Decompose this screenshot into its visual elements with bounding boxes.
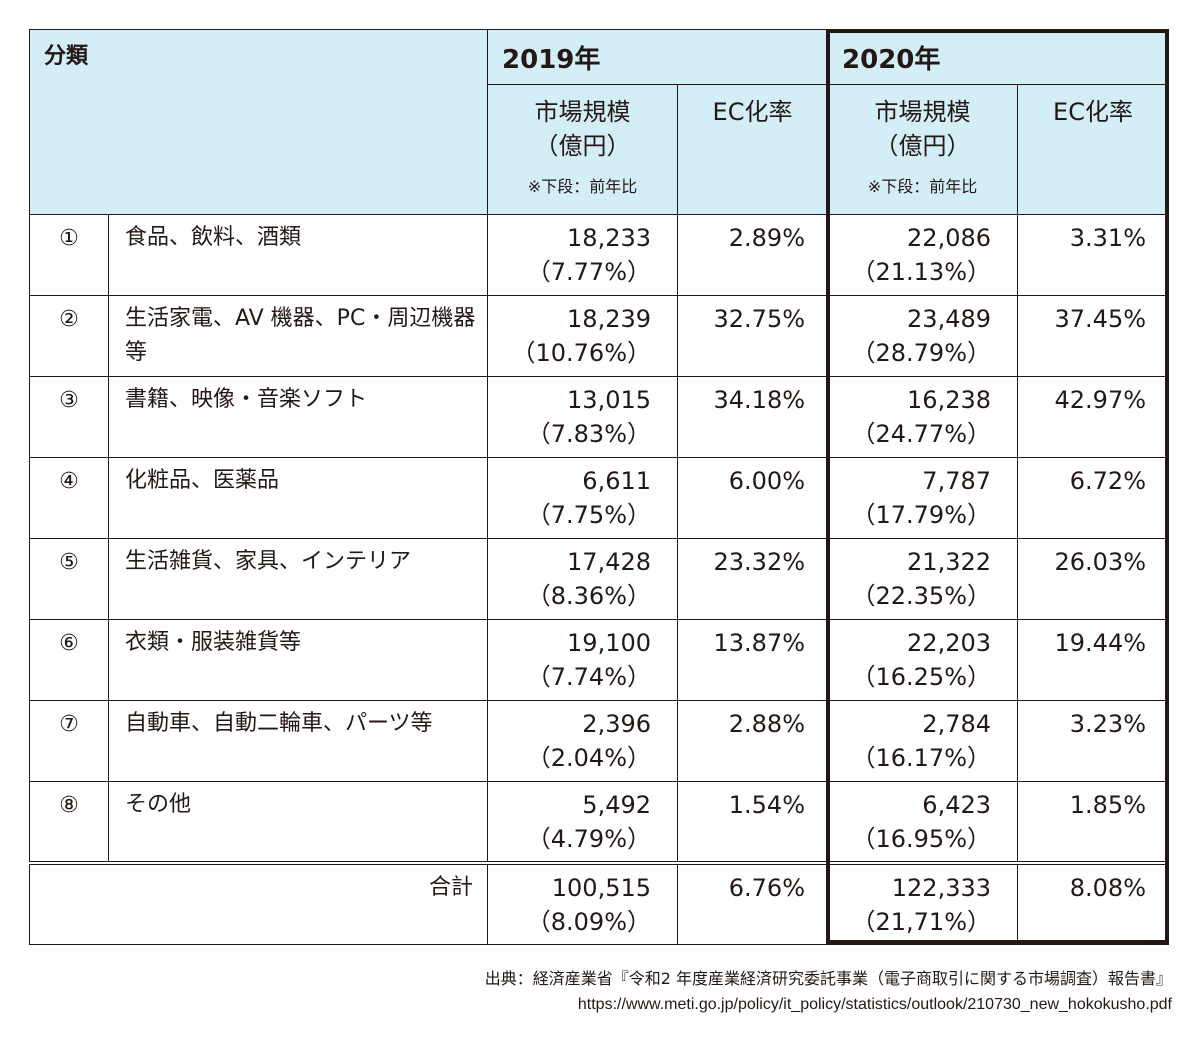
year-2020-header: 2020年 (827, 29, 1170, 85)
table-row: ⑦ 自動車、自動二輪車、パーツ等 2,396 （2.04%） 2.88% 2,78… (29, 700, 1170, 782)
market-size-2020: 6,423 （16.95%） (827, 781, 1019, 863)
table-row: ⑧ その他 5,492 （4.79%） 1.54% 6,423 （16.95%） 1… (29, 781, 1170, 863)
ec-rate-2020: 3.23% (1017, 700, 1170, 782)
category-name: 生活家電、AV 機器、PC・周辺機器等 (107, 295, 489, 377)
ec-rate-2020: 26.03% (1017, 538, 1170, 620)
row-number: ⑤ (29, 538, 109, 620)
market-size-2019: 2,396 （2.04%） (487, 700, 679, 782)
ec-rate-2019: 23.32% (677, 538, 829, 620)
ec-rate-2020: 37.45% (1017, 295, 1170, 377)
market-size-2019: 18,239 （10.76%） (487, 295, 679, 377)
total-ec-rate-2019: 6.76% (677, 860, 829, 945)
row-number: ③ (29, 376, 109, 458)
year-2019-header: 2019年 (487, 29, 829, 85)
ec-rate-2020-header: EC化率 (1017, 84, 1170, 215)
market-size-2019: 17,428 （8.36%） (487, 538, 679, 620)
category-name: その他 (107, 781, 489, 863)
row-number: ⑥ (29, 619, 109, 701)
market-size-2019-header: 市場規模 （億円） ※下段：前年比 (487, 84, 679, 215)
ec-rate-2019: 2.88% (677, 700, 829, 782)
market-size-2020: 23,489 （28.79%） (827, 295, 1019, 377)
table-row: ⑤ 生活雑貨、家具、インテリア 17,428 （8.36%） 23.32% 21,… (29, 538, 1170, 620)
market-size-2019: 18,233 （7.77%） (487, 214, 679, 296)
market-size-2020: 22,086 （21.13%） (827, 214, 1019, 296)
total-row: 合計 100,515 （8.09%） 6.76% 122,333 （21,71%） … (28, 860, 1170, 945)
ec-rate-2020: 1.85% (1017, 781, 1170, 863)
total-market-size-2020: 122,333 （21,71%） (827, 860, 1019, 945)
category-name: 書籍、映像・音楽ソフト (107, 376, 489, 458)
total-label: 合計 (28, 860, 489, 945)
market-size-2020-header: 市場規模 （億円） ※下段：前年比 (827, 84, 1019, 215)
header-row-metrics: 市場規模 （億円） ※下段：前年比 EC化率 市場規模 （億円） ※下段：前年比… (30, 84, 1170, 215)
market-size-2020: 16,238 （24.77%） (827, 376, 1019, 458)
ec-rate-2019: 13.87% (677, 619, 829, 701)
row-number: ① (29, 214, 109, 296)
ec-rate-2019: 32.75% (677, 295, 829, 377)
category-name: 自動車、自動二輪車、パーツ等 (107, 700, 489, 782)
total-ec-rate-2020: 8.08% (1017, 860, 1170, 945)
ec-rate-2019-header: EC化率 (677, 84, 829, 215)
category-name: 生活雑貨、家具、インテリア (107, 538, 489, 620)
ec-rate-2019: 1.54% (677, 781, 829, 863)
market-size-2020: 22,203 （16.25%） (827, 619, 1019, 701)
source-title: 出典：経済産業省『令和2 年度産業経済研究委託事業（電子商取引に関する市場調査）… (484, 969, 1172, 988)
market-size-2020: 21,322 （22.35%） (827, 538, 1019, 620)
market-size-2020: 7,787 （17.79%） (827, 457, 1019, 539)
header-row-years: 分類 2019年 2020年 (28, 29, 1170, 215)
ec-rate-2019: 6.00% (677, 457, 829, 539)
market-size-2019: 6,611 （7.75%） (487, 457, 679, 539)
table-row: ③ 書籍、映像・音楽ソフト 13,015 （7.83%） 34.18% 16,23… (29, 376, 1170, 458)
row-number: ⑦ (29, 700, 109, 782)
table-row: ⑥ 衣類・服装雑貨等 19,100 （7.74%） 13.87% 22,203 （1… (29, 619, 1170, 701)
market-size-2019: 5,492 （4.79%） (487, 781, 679, 863)
source-url: https://www.meti.go.jp/policy/it_policy/… (577, 996, 1172, 1013)
ec-rate-2020: 19.44% (1017, 619, 1170, 701)
market-size-2019: 19,100 （7.74%） (487, 619, 679, 701)
source-citation: 出典：経済産業省『令和2 年度産業経済研究委託事業（電子商取引に関する市場調査）… (485, 966, 1172, 1018)
table-row: ② 生活家電、AV 機器、PC・周辺機器等 18,239 （10.76%） 32.… (29, 295, 1170, 377)
ec-rate-2020: 3.31% (1017, 214, 1170, 296)
row-number: ④ (29, 457, 109, 539)
market-size-2019: 13,015 （7.83%） (487, 376, 679, 458)
ec-rate-2019: 34.18% (677, 376, 829, 458)
table-row: ① 食品、飲料、酒類 18,233 （7.77%） 2.89% 22,086 （21… (29, 214, 1170, 296)
category-name: 食品、飲料、酒類 (107, 214, 489, 296)
ec-rate-2019: 2.89% (677, 214, 829, 296)
row-number: ⑧ (29, 781, 109, 863)
market-size-2020: 2,784 （16.17%） (827, 700, 1019, 782)
total-market-size-2019: 100,515 （8.09%） (487, 860, 679, 945)
row-number: ② (29, 295, 109, 377)
category-name: 衣類・服装雑貨等 (107, 619, 489, 701)
ec-market-table: 分類 2019年 2020年 市場規模 （億円） ※下段：前年比 EC化率 市場… (28, 29, 1170, 945)
category-header: 分類 (28, 29, 489, 215)
ec-rate-2020: 6.72% (1017, 457, 1170, 539)
ec-rate-2020: 42.97% (1017, 376, 1170, 458)
category-name: 化粧品、医薬品 (107, 457, 489, 539)
table-row: ④ 化粧品、医薬品 6,611 （7.75%） 6.00% 7,787 （17.79… (29, 457, 1170, 539)
